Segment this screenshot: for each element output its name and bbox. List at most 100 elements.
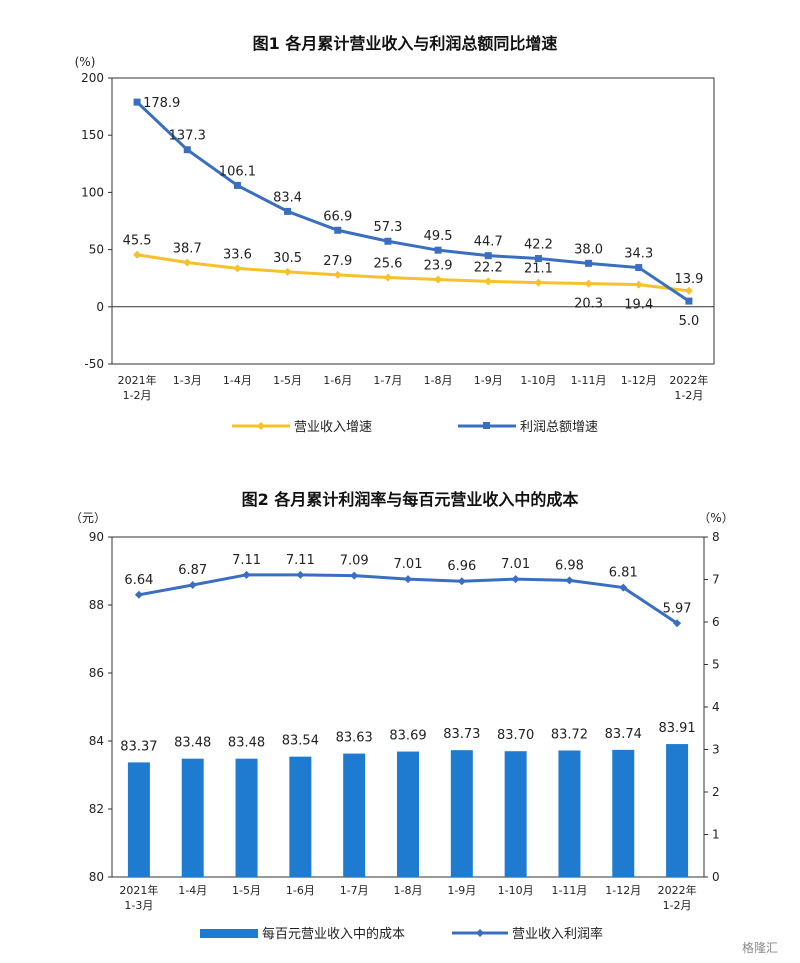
- figure-1-legend: 营业收入增速 利润总额增速: [232, 420, 598, 435]
- margin-label-4: 7.09: [340, 554, 369, 569]
- revenue-label-3: 30.5: [273, 251, 302, 266]
- cost-label-10: 83.91: [658, 721, 695, 736]
- x-tick-label-11-line-0: 2022年: [669, 373, 708, 387]
- x-tick-label-7: 1-10月: [498, 884, 534, 897]
- revenue-label-8: 21.1: [524, 262, 553, 277]
- margin-label-0: 6.64: [124, 573, 153, 588]
- x-tick-label-6: 1-8月: [424, 374, 453, 387]
- x-tick-label-5: 1-8月: [394, 884, 423, 897]
- right-tick-label-8: 0: [712, 870, 720, 884]
- right-tick-label-5: 3: [712, 743, 720, 757]
- cost-label-2: 83.48: [228, 736, 265, 751]
- figure-1-unit-label: (%): [75, 55, 96, 69]
- left-tick-label-1: 88: [89, 598, 104, 612]
- revenue-label-11: 13.9: [674, 272, 703, 287]
- left-tick-label-2: 86: [89, 666, 104, 680]
- cost-bar-0: [127, 762, 150, 877]
- figure-2-left-axis: 90 88 86 84 82 80: [89, 530, 112, 884]
- legend-marker-revenue-growth: [257, 422, 265, 430]
- margin-point-9: [619, 583, 628, 592]
- y-tick-label-0: 200: [81, 71, 104, 85]
- margin-label-1: 6.87: [178, 563, 207, 578]
- profit-label-7: 44.7: [474, 235, 503, 250]
- profit-point-9: [585, 259, 593, 267]
- revenue-point-5: [383, 273, 392, 282]
- margin-point-3: [296, 570, 305, 579]
- revenue-point-11: [684, 286, 693, 295]
- cost-label-6: 83.73: [443, 727, 480, 742]
- margin-label-10: 5.97: [663, 601, 692, 616]
- x-tick-label-10-line-0: 2022年: [658, 883, 697, 897]
- cost-label-7: 83.70: [497, 728, 534, 743]
- figure-1: 图1 各月累计营业收入与利润总额同比增速 (%) 200 150 100 50 0 -50…: [75, 34, 715, 435]
- profit-point-11: [685, 297, 693, 305]
- cost-label-0: 83.37: [120, 739, 157, 754]
- x-tick-label-9: 1-11月: [571, 374, 607, 387]
- revenue-point-7: [484, 277, 493, 286]
- margin-point-8: [565, 576, 574, 585]
- revenue-label-6: 23.9: [424, 258, 453, 273]
- figure-2-x-axis: 2021年 1-3月 1-4月 1-5月 1-6月 1-7月 1-8月 1-9月 1-10月 1-…: [119, 883, 696, 912]
- x-tick-label-0-line-1: 1-2月: [123, 389, 152, 402]
- profit-point-10: [635, 264, 643, 272]
- right-tick-label-3: 5: [712, 658, 720, 672]
- revenue-label-5: 25.6: [373, 257, 402, 272]
- revenue-label-4: 27.9: [323, 254, 352, 269]
- profit-label-6: 49.5: [424, 229, 453, 244]
- watermark: 格隆汇: [742, 940, 778, 955]
- profit-point-6: [434, 246, 442, 254]
- right-tick-label-2: 6: [712, 615, 720, 629]
- revenue-point-6: [434, 275, 443, 284]
- cost-bar-10: [666, 744, 689, 877]
- margin-label-5: 7.01: [394, 557, 423, 572]
- profit-point-5: [384, 237, 392, 245]
- cost-label-5: 83.69: [389, 729, 426, 744]
- margin-label-9: 6.81: [609, 566, 638, 581]
- cost-bar-7: [504, 751, 527, 877]
- revenue-label-0: 45.5: [123, 234, 152, 249]
- profit-label-11: 5.0: [679, 314, 700, 329]
- cost-label-3: 83.54: [282, 734, 319, 749]
- margin-label-7: 7.01: [501, 557, 530, 572]
- margin-point-7: [511, 575, 520, 584]
- profit-point-0: [133, 98, 141, 106]
- x-tick-label-4: 1-7月: [340, 884, 369, 897]
- cost-bar-8: [558, 750, 581, 877]
- cost-bar-1: [181, 758, 204, 877]
- margin-point-4: [350, 571, 359, 580]
- x-tick-label-10-line-1: 1-2月: [663, 899, 692, 912]
- y-tick-label-1: 150: [81, 128, 104, 142]
- revenue-point-9: [584, 279, 593, 288]
- profit-label-1: 137.3: [169, 129, 206, 144]
- series-line-1: [136, 101, 690, 303]
- legend-swatch-cost: [200, 929, 258, 938]
- x-tick-label-6: 1-9月: [447, 884, 476, 897]
- profit-label-5: 57.3: [373, 220, 402, 235]
- cost-bar-9: [612, 749, 635, 877]
- margin-point-1: [188, 581, 197, 590]
- figure-2-bars: 83.37 83.48 83.48 83.54 83.63 83.69 83.73 83.70…: [120, 721, 696, 877]
- revenue-label-7: 22.2: [474, 260, 503, 275]
- right-tick-label-1: 7: [712, 573, 720, 587]
- profit-label-4: 66.9: [323, 209, 352, 224]
- x-tick-label-2: 1-5月: [232, 884, 261, 897]
- figure-2-left-unit-label: （元）: [70, 511, 106, 525]
- profit-label-10: 34.3: [624, 247, 653, 262]
- figure-1-plot-frame: [111, 77, 715, 365]
- x-tick-label-0-line-1: 1-3月: [124, 899, 153, 912]
- x-tick-label-2: 1-4月: [223, 374, 252, 387]
- cost-bar-5: [397, 751, 419, 877]
- legend-label-revenue-growth: 营业收入增速: [294, 420, 372, 435]
- x-tick-label-0-line-0: 2021年: [118, 373, 157, 387]
- figure-1-x-axis: 2021年 1-2月 1-3月 1-4月 1-5月 1-6月 1-7月 1-8月 1-9月 1-1…: [118, 373, 709, 402]
- profit-point-2: [233, 181, 241, 189]
- revenue-label-2: 33.6: [223, 247, 252, 262]
- x-tick-label-8: 1-10月: [520, 374, 556, 387]
- cost-bar-2: [235, 758, 258, 877]
- cost-label-1: 83.48: [174, 736, 211, 751]
- y-tick-label-3: 50: [89, 243, 104, 257]
- figure-2-right-unit-label: （%）: [698, 511, 733, 525]
- x-tick-label-1: 1-3月: [173, 374, 202, 387]
- left-tick-label-5: 80: [89, 870, 104, 884]
